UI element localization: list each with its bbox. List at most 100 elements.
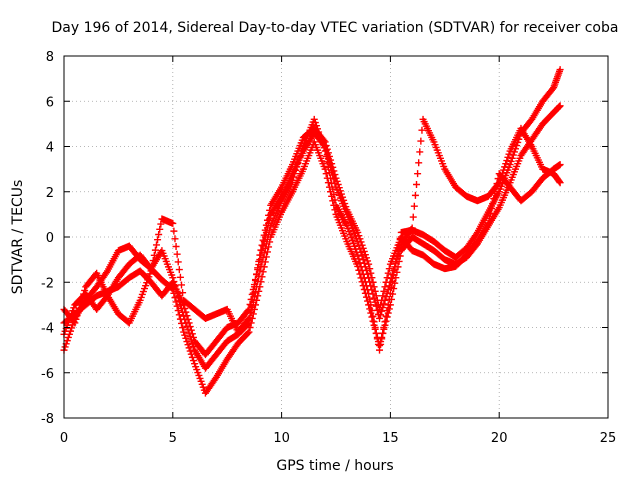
data-point: [181, 331, 189, 339]
y-axis-title: SDTVAR / TECUs: [10, 180, 26, 295]
data-point: [266, 206, 274, 214]
data-point: [417, 137, 425, 145]
data-point: [390, 267, 398, 275]
data-point: [371, 287, 379, 295]
data-point: [367, 309, 375, 317]
data-point: [187, 326, 195, 334]
data-point: [361, 289, 369, 297]
data-point: [189, 357, 197, 365]
data-point: [358, 241, 366, 249]
data-point: [152, 241, 160, 249]
data-point: [178, 281, 186, 289]
data-point: [74, 308, 82, 316]
data-point: [370, 283, 378, 291]
data-point: [325, 152, 333, 160]
data-point: [174, 307, 182, 315]
data-point: [246, 300, 254, 308]
data-point: [387, 295, 395, 303]
data-point: [80, 290, 88, 298]
data-point: [77, 297, 85, 305]
data-point: [364, 270, 372, 278]
data-point: [366, 265, 374, 273]
data-point: [261, 226, 269, 234]
data-point: [260, 263, 268, 271]
data-point: [368, 274, 376, 282]
data-point: [182, 334, 190, 342]
data-point: [185, 344, 193, 352]
y-tick-label: -6: [41, 367, 54, 382]
data-point: [334, 181, 342, 189]
data-point: [176, 315, 184, 323]
data-point: [382, 278, 390, 286]
data-point: [187, 350, 195, 358]
data-point: [180, 328, 188, 336]
data-point: [336, 187, 344, 195]
data-point: [147, 267, 155, 275]
data-layer: [60, 66, 564, 397]
data-point: [513, 142, 521, 150]
data-point: [254, 292, 262, 300]
data-point: [372, 292, 380, 300]
data-point: [250, 283, 258, 291]
data-point: [260, 231, 268, 239]
data-point: [360, 247, 368, 255]
data-point: [251, 276, 259, 284]
data-point: [362, 293, 370, 301]
data-point: [355, 232, 363, 240]
data-point: [379, 292, 387, 300]
data-point: [380, 300, 388, 308]
data-point: [354, 262, 362, 270]
data-point: [262, 253, 270, 261]
data-point: [485, 214, 493, 222]
data-point: [259, 242, 267, 250]
data-point: [389, 290, 397, 298]
data-point: [342, 203, 350, 211]
data-point: [410, 202, 418, 210]
data-point: [186, 347, 194, 355]
y-tick-label: 6: [46, 95, 54, 110]
data-point: [365, 260, 373, 268]
data-point: [64, 333, 72, 341]
data-point: [265, 211, 273, 219]
data-point: [556, 161, 564, 169]
data-point: [556, 66, 564, 74]
data-point: [376, 342, 384, 350]
data-point: [382, 317, 390, 325]
data-point: [150, 251, 158, 259]
data-point: [500, 166, 508, 174]
data-point: [188, 330, 196, 338]
data-point: [245, 328, 253, 336]
data-point: [178, 319, 186, 327]
data-point: [370, 321, 378, 329]
data-point: [356, 235, 364, 243]
data-point: [506, 161, 514, 169]
data-point: [357, 238, 365, 246]
data-point: [322, 142, 330, 150]
data-point: [380, 287, 388, 295]
data-point: [491, 190, 499, 198]
data-point: [381, 283, 389, 291]
data-point: [61, 343, 69, 351]
data-point: [384, 269, 392, 277]
data-point: [156, 225, 164, 233]
x-tick-label: 5: [169, 431, 177, 446]
data-point: [249, 289, 257, 297]
data-point: [359, 282, 367, 290]
tick-layer: 0 5 10 15 20 25 -8 -6 -4 -2 0 2 4 6 8: [41, 50, 616, 446]
data-point: [169, 219, 177, 227]
data-point: [492, 185, 500, 193]
data-point: [258, 241, 266, 249]
data-point: [246, 324, 254, 331]
data-point: [357, 248, 365, 256]
data-point: [261, 258, 269, 266]
data-point: [484, 219, 492, 227]
data-point: [411, 191, 419, 199]
y-tick-label: -8: [41, 412, 54, 427]
data-point: [311, 119, 319, 127]
data-point: [321, 138, 329, 146]
y-tick-label: 4: [46, 141, 54, 156]
data-point: [332, 174, 340, 182]
data-point: [324, 149, 332, 157]
data-point: [385, 305, 393, 313]
data-point: [362, 254, 370, 262]
